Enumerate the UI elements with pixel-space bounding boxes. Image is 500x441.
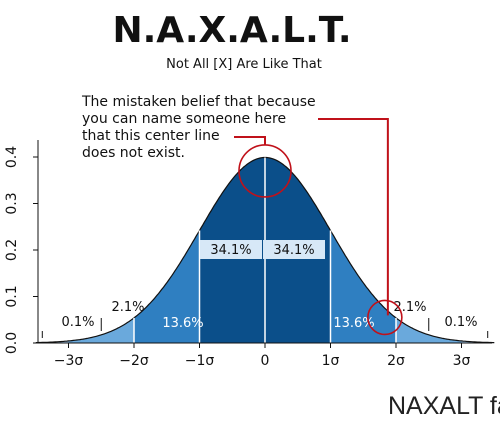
annotation-line: The mistaken belief that because: [81, 94, 316, 110]
percent-label: 13.6%: [162, 316, 203, 331]
meme-caption: NAXALT fallacy.: [388, 392, 500, 420]
y-tick-label: 0.0: [4, 332, 20, 354]
percent-label: 34.1%: [210, 243, 251, 258]
percent-labels: 0.1% 2.1% 13.6% 34.1% 34.1% 13.6% 2.1% 0.1%: [61, 240, 478, 331]
pointer-line-tail: [318, 118, 389, 316]
highlight-circle: [367, 299, 403, 336]
x-tick-label: −1σ: [185, 353, 215, 369]
chart-plot: −3σ −2σ −1σ 0 1σ 2σ 3σ 0.0 0.1 0.2 0.3 0.4 0.1% 2.1…: [4, 140, 495, 369]
x-tick-label: 0: [261, 353, 270, 369]
meme-title: N.A.X.A.L.T.: [112, 10, 351, 51]
annotation-line: does not exist.: [82, 145, 185, 161]
percent-label: 0.1%: [61, 315, 94, 330]
x-axis-ticks: −3σ −2σ −1σ 0 1σ 2σ 3σ: [54, 343, 471, 369]
annotation-line: you can name someone here: [82, 111, 286, 127]
x-tick-label: 2σ: [387, 353, 405, 369]
pointer-line-center: [234, 136, 266, 145]
region-area: [68, 317, 134, 343]
y-axis-ticks: 0.0 0.1 0.2 0.3 0.4: [4, 146, 38, 354]
percent-label: 2.1%: [111, 300, 144, 315]
y-tick-label: 0.2: [4, 239, 20, 261]
x-tick-label: 1σ: [322, 353, 340, 369]
x-tick-label: 3σ: [453, 353, 471, 369]
percent-label-bg: [200, 240, 262, 259]
percent-label: 13.6%: [333, 316, 374, 331]
region-area: [396, 317, 462, 343]
annotation: The mistaken belief that because you can…: [81, 94, 403, 336]
x-tick-label: −2σ: [119, 353, 149, 369]
percent-label: 0.1%: [444, 315, 477, 330]
tail-label-leaders: [41, 318, 489, 338]
y-tick-label: 0.4: [4, 146, 20, 168]
x-tick-label: −3σ: [54, 353, 84, 369]
percent-label: 2.1%: [393, 300, 426, 315]
annotation-line: that this center line: [82, 128, 220, 144]
percent-label: 34.1%: [273, 243, 314, 258]
percent-label-bg: [263, 240, 325, 259]
meme-subtitle: Not All [X] Are Like That: [166, 57, 322, 72]
y-tick-label: 0.1: [4, 285, 20, 307]
annotation-marks: [234, 118, 403, 336]
y-tick-label: 0.3: [4, 192, 20, 214]
